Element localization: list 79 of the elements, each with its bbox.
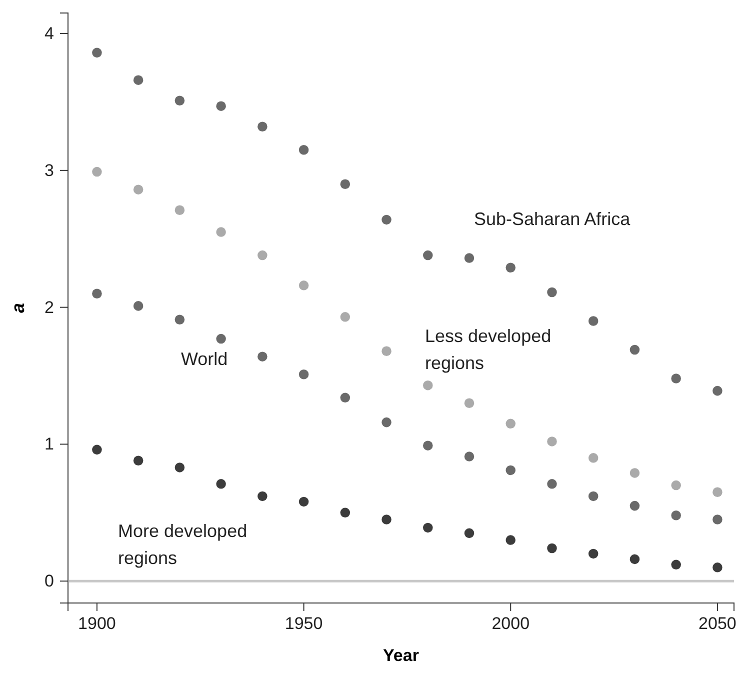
- point: [133, 75, 144, 85]
- point: [382, 417, 392, 428]
- point: [92, 48, 102, 58]
- point: [588, 491, 598, 502]
- point: [712, 562, 722, 572]
- point: [340, 392, 350, 403]
- point: [340, 179, 350, 189]
- point: [506, 465, 516, 476]
- y-tick-label: 3: [44, 160, 54, 180]
- point: [712, 514, 722, 524]
- series-label: World: [181, 349, 228, 369]
- point: [630, 554, 640, 564]
- point: [216, 334, 226, 344]
- point: [464, 528, 474, 538]
- point: [423, 440, 433, 450]
- point: [298, 280, 309, 290]
- point: [216, 227, 226, 237]
- point: [547, 436, 557, 446]
- x-tick-label: 1950: [284, 614, 323, 634]
- point: [133, 456, 144, 466]
- point: [92, 444, 102, 455]
- point: [133, 301, 144, 311]
- x-tick-label: 2050: [698, 614, 736, 634]
- point: [382, 346, 392, 356]
- y-tick-label: 1: [44, 434, 54, 454]
- point: [464, 452, 474, 462]
- point: [464, 253, 474, 263]
- point: [630, 500, 640, 511]
- point: [298, 145, 309, 155]
- point: [506, 535, 516, 545]
- y-tick-label: 0: [44, 572, 54, 591]
- point: [506, 262, 516, 272]
- y-tick-label: 2: [44, 298, 54, 317]
- point: [258, 491, 268, 502]
- point: [464, 398, 474, 408]
- x-tick-label: 1900: [78, 614, 116, 634]
- point: [423, 250, 433, 260]
- point: [423, 380, 433, 390]
- point: [382, 514, 392, 524]
- point: [588, 453, 598, 463]
- point: [382, 214, 392, 225]
- point: [671, 560, 681, 570]
- point: [258, 250, 268, 260]
- series-label: Less developed regions: [425, 326, 552, 373]
- point: [298, 496, 309, 507]
- point: [671, 374, 681, 384]
- point: [174, 96, 185, 106]
- point: [216, 479, 226, 489]
- point: [340, 508, 350, 518]
- point: [340, 312, 350, 322]
- point: [216, 101, 226, 111]
- point: [298, 370, 309, 380]
- point: [423, 522, 433, 533]
- series-label: Sub-Saharan Africa: [474, 209, 632, 229]
- point: [174, 205, 185, 215]
- point: [92, 166, 102, 177]
- point: [547, 543, 557, 554]
- series-label: More developed regions: [118, 521, 248, 568]
- point: [712, 386, 722, 396]
- point: [630, 344, 640, 355]
- point: [588, 316, 598, 326]
- x-axis-title: Year: [383, 646, 420, 665]
- point: [133, 184, 144, 194]
- point: [258, 352, 268, 362]
- point: [174, 462, 185, 472]
- y-axis-title: a: [8, 302, 28, 314]
- point: [671, 510, 681, 520]
- y-tick-label: 4: [44, 24, 54, 43]
- point: [712, 487, 722, 497]
- point: [671, 480, 681, 490]
- point: [92, 288, 102, 299]
- point: [630, 468, 640, 478]
- point: [174, 314, 185, 325]
- point: [547, 287, 557, 298]
- point: [588, 548, 598, 559]
- point: [258, 122, 268, 132]
- point: [547, 479, 557, 489]
- x-tick-label: 2000: [492, 614, 530, 634]
- point: [506, 418, 516, 429]
